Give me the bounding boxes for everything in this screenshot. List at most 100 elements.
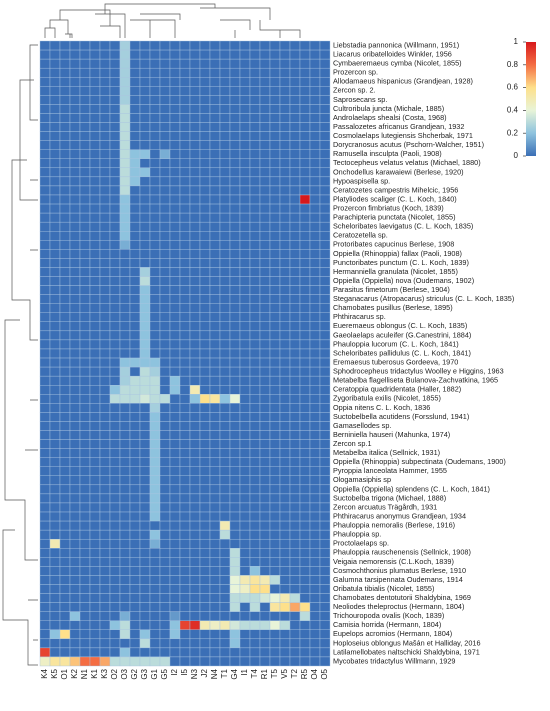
heatmap-cell (319, 366, 331, 377)
heatmap-cell (59, 221, 71, 232)
heatmap-cell (39, 385, 51, 395)
heatmap-cell (109, 430, 121, 440)
heatmap-cell (219, 593, 231, 603)
heatmap-cell (149, 131, 161, 141)
heatmap-cell (59, 86, 71, 96)
heatmap-cell (59, 149, 71, 159)
heatmap-cell (219, 113, 231, 123)
heatmap-cell (59, 385, 71, 395)
heatmap-cell (189, 339, 201, 350)
heatmap-cell (239, 249, 251, 259)
heatmap-cell (189, 475, 201, 486)
heatmap-cell (299, 194, 311, 205)
heatmap-cell (79, 303, 91, 313)
heatmap-cell (219, 457, 231, 467)
heatmap-cell (119, 330, 131, 341)
heatmap-cell (39, 113, 51, 123)
heatmap-cell (99, 638, 111, 649)
heatmap-cell (319, 484, 331, 495)
heatmap-cell (79, 475, 91, 486)
heatmap-cell (299, 113, 311, 123)
heatmap-cell (319, 348, 331, 359)
heatmap-cell (259, 529, 271, 540)
heatmap-cell (79, 593, 91, 603)
heatmap-cell (129, 412, 141, 422)
heatmap-cell (219, 86, 231, 96)
heatmap-cell (99, 330, 111, 341)
heatmap-cell (59, 457, 71, 467)
heatmap-cell (119, 357, 131, 368)
heatmap-cell (309, 403, 321, 413)
heatmap-cell (319, 557, 331, 567)
heatmap-cell (239, 58, 251, 69)
heatmap-cell (179, 185, 191, 196)
heatmap-cell (209, 203, 221, 214)
heatmap-cell (39, 348, 51, 359)
heatmap-cell (129, 375, 141, 386)
row-label: Phauloppia rauschenensis (Sellnick, 1908… (333, 548, 471, 557)
heatmap-cell (99, 484, 111, 495)
heatmap-cell (129, 330, 141, 341)
heatmap-cell (149, 385, 161, 395)
heatmap-cell (109, 593, 121, 603)
heatmap-cell (39, 394, 51, 404)
heatmap-cell (269, 158, 281, 169)
heatmap-cell (189, 493, 201, 504)
heatmap-cell (309, 231, 321, 241)
column-label: G4 (230, 668, 239, 679)
heatmap-cell (79, 77, 91, 87)
heatmap-cell (239, 493, 251, 504)
heatmap-cell (279, 520, 291, 531)
heatmap-cell (129, 176, 141, 187)
heatmap-cell (199, 203, 211, 214)
heatmap-cell (179, 95, 191, 105)
heatmap-cell (289, 502, 301, 513)
heatmap-cell (189, 240, 201, 250)
heatmap-cell (309, 412, 321, 422)
heatmap-cell (99, 466, 111, 476)
heatmap-cell (139, 194, 151, 205)
heatmap-cell (149, 620, 161, 630)
heatmap-cell (299, 149, 311, 159)
heatmap-cell (59, 403, 71, 413)
heatmap-cell (179, 421, 191, 431)
heatmap-cell (119, 267, 131, 277)
heatmap-cell (299, 520, 311, 531)
heatmap-cell (229, 385, 241, 395)
heatmap-cell (99, 538, 111, 549)
heatmap-cell (279, 366, 291, 377)
heatmap-cell (249, 475, 261, 486)
heatmap-cell (259, 475, 271, 486)
heatmap-cell (269, 584, 281, 594)
heatmap-cell (229, 575, 241, 585)
heatmap-cell (209, 294, 221, 304)
heatmap-cell (179, 285, 191, 295)
heatmap-cell (249, 575, 261, 585)
heatmap-cell (229, 366, 241, 377)
heatmap-cell (119, 285, 131, 295)
heatmap-cell (99, 203, 111, 214)
column-label: J2 (200, 668, 209, 677)
heatmap-cell (189, 394, 201, 404)
heatmap-cell (249, 67, 261, 78)
heatmap-cell (119, 231, 131, 241)
heatmap-cell (159, 394, 171, 404)
heatmap-cell (169, 511, 181, 522)
heatmap-cell (49, 466, 61, 476)
heatmap-cell (129, 611, 141, 621)
heatmap-cell (159, 566, 171, 576)
heatmap-cell (299, 629, 311, 640)
heatmap-cell (179, 466, 191, 476)
heatmap-cell (259, 548, 271, 558)
heatmap-cell (319, 95, 331, 105)
heatmap-cell (269, 593, 281, 603)
heatmap-cell (229, 167, 241, 178)
heatmap (39, 40, 331, 667)
heatmap-cell (229, 457, 241, 467)
heatmap-cell (169, 421, 181, 431)
heatmap-cell (229, 258, 241, 268)
row-dendrogram (2, 44, 38, 666)
heatmap-cell (319, 185, 331, 196)
heatmap-cell (109, 620, 121, 630)
heatmap-cell (179, 276, 191, 286)
